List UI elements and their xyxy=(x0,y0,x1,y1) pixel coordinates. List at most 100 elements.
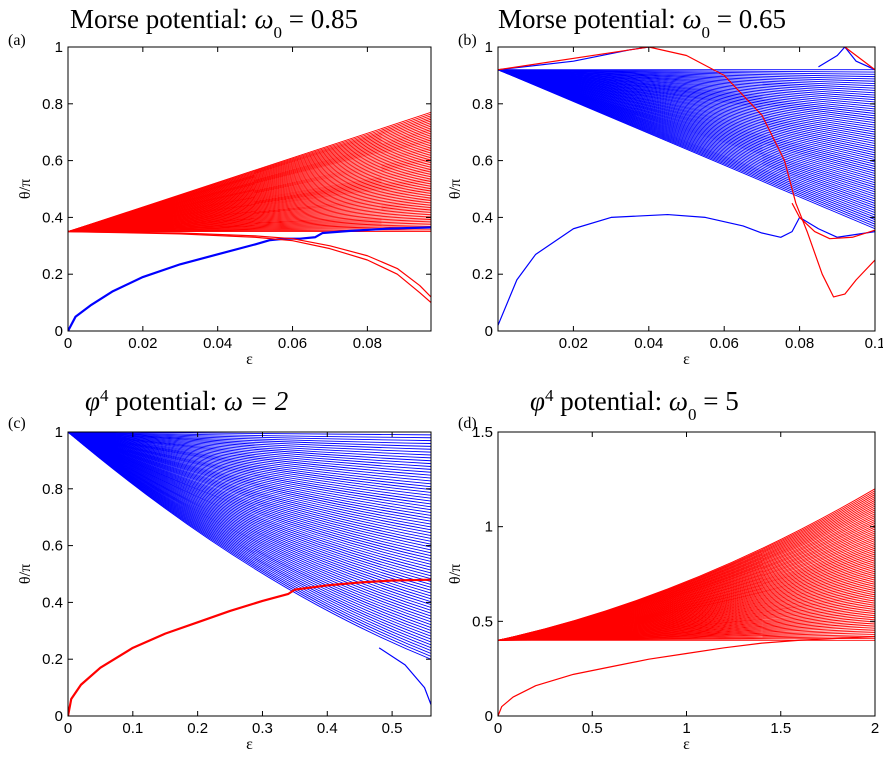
fan-line xyxy=(68,432,431,513)
series-line xyxy=(498,635,875,716)
fan-line xyxy=(68,432,431,439)
x-tick-label: 0.06 xyxy=(710,335,739,352)
axes-frame xyxy=(67,431,432,717)
fan-line xyxy=(68,432,431,490)
plot-area xyxy=(498,47,875,326)
x-tick-label: 0 xyxy=(494,720,502,737)
x-tick-label: 0.08 xyxy=(353,335,382,352)
series-line xyxy=(498,213,875,326)
y-tick-label: 0.4 xyxy=(42,209,63,226)
series-line xyxy=(68,231,431,298)
y-tick-label: 1 xyxy=(485,39,493,56)
panel-d: 0 0.5 1 1.5 2 0 0.5 1 1.5 ε θ/π (d) φ4 potential: ω0… xyxy=(447,386,879,754)
plot-area xyxy=(68,432,431,716)
y-tick-label: 0.5 xyxy=(472,613,493,630)
series-line xyxy=(818,47,875,71)
x-tick-label: 2 xyxy=(871,720,879,737)
x-tick-label: 0.3 xyxy=(252,720,273,737)
fan-line xyxy=(68,432,431,465)
fan-line xyxy=(68,432,431,447)
fan-line xyxy=(68,432,431,519)
x-tick-label: 0.1 xyxy=(122,720,143,737)
fan-line xyxy=(68,432,431,516)
y-tick-label: 0.8 xyxy=(42,481,63,498)
fan-line xyxy=(68,432,431,442)
y-tick-label: 0.8 xyxy=(42,96,63,113)
y-tick-label: 0 xyxy=(485,323,493,340)
x-tick-label: 0.04 xyxy=(203,335,232,352)
x-tick-label: 0.5 xyxy=(382,720,403,737)
x-tick-label: 0.06 xyxy=(278,335,307,352)
panel-label: (d) xyxy=(458,415,477,432)
fan-line xyxy=(68,432,431,482)
panel-title: Morse potential: ω0 = 0.85 xyxy=(70,4,358,42)
fan-line xyxy=(68,432,431,476)
y-tick-label: 0 xyxy=(55,708,63,725)
fan-line xyxy=(68,432,431,536)
fan-line xyxy=(68,432,431,505)
panel-label: (c) xyxy=(8,415,26,432)
axes-frame xyxy=(67,46,432,332)
fan-line xyxy=(68,432,431,528)
y-tick-label: 0 xyxy=(55,323,63,340)
fan-line xyxy=(68,432,431,502)
x-tick-label: 1.5 xyxy=(770,720,791,737)
x-tick-label: 0.2 xyxy=(187,720,208,737)
panel-c: 0 0.1 0.2 0.3 0.4 0.5 0 0.2 0.4 0.6 0.8 1 ε θ/π (c) φ4 … xyxy=(8,386,432,753)
panel-b: 0.02 0.04 0.06 0.08 0.1 0 0.2 0.4 0.6 0.8 1 ε θ/π (b)… xyxy=(447,4,883,368)
fan-line xyxy=(68,432,431,499)
fan-line xyxy=(68,432,431,496)
fan-line xyxy=(68,111,431,233)
fan-line xyxy=(68,432,431,493)
fan-line xyxy=(68,432,431,450)
y-tick-label: 0.6 xyxy=(42,153,63,170)
x-tick-label: 0.5 xyxy=(582,720,603,737)
fan-line xyxy=(498,488,875,641)
y-tick-label: 0.6 xyxy=(472,153,493,170)
x-tick-label: 0 xyxy=(64,335,72,352)
fan-line xyxy=(68,432,431,534)
series-line xyxy=(68,226,431,331)
fan-line xyxy=(68,432,431,485)
x-axis-label: ε xyxy=(246,351,253,368)
y-axis-label: θ/π xyxy=(17,179,34,199)
fan-line xyxy=(68,432,431,453)
x-tick-label: 1 xyxy=(682,720,690,737)
axes-frame xyxy=(497,431,876,717)
fan-line xyxy=(68,432,431,511)
axes-frame xyxy=(497,46,876,332)
series-line xyxy=(68,578,431,716)
series-line xyxy=(378,647,431,705)
series-line xyxy=(844,47,875,71)
y-tick-label: 0.2 xyxy=(42,266,63,283)
series-line xyxy=(498,47,875,298)
fan-line xyxy=(68,432,431,525)
x-tick-label: 0 xyxy=(64,720,72,737)
fan-line xyxy=(68,432,431,539)
y-tick-label: 1 xyxy=(55,39,63,56)
fan-line xyxy=(68,432,431,522)
fan-line xyxy=(68,432,431,531)
fan-line xyxy=(68,432,431,473)
x-tick-label: 0.08 xyxy=(785,335,814,352)
fan-line xyxy=(68,432,431,467)
fan-line xyxy=(68,432,431,462)
fan-line xyxy=(68,432,431,488)
fan-line xyxy=(68,432,431,459)
y-tick-label: 0.2 xyxy=(472,266,493,283)
x-axis-label: ε xyxy=(246,736,253,753)
x-axis-label: ε xyxy=(683,351,690,368)
panel-title: φ4 potential: ω0 = 5 xyxy=(530,386,739,424)
fan-line xyxy=(68,432,431,456)
y-axis-label: θ/π xyxy=(447,179,464,199)
plot-area xyxy=(498,488,875,716)
series-line xyxy=(68,231,431,304)
fan-line xyxy=(68,432,431,508)
y-tick-label: 0.4 xyxy=(472,209,493,226)
panel-title: φ4 potential: ω = 2 xyxy=(85,386,288,417)
fan-line xyxy=(68,432,431,479)
series-line xyxy=(791,202,875,240)
panel-label: (b) xyxy=(458,32,477,49)
x-tick-label: 0.1 xyxy=(865,335,883,352)
